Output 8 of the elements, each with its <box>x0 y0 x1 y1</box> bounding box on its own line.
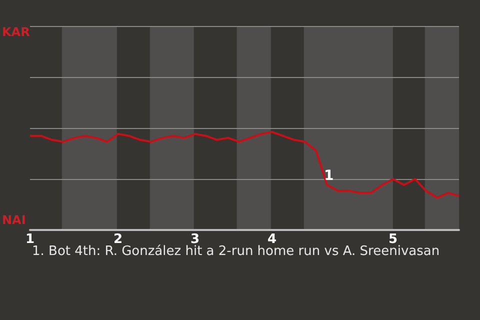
text: 1. Bot 4th: R. González hit a 2-run home run vs A. Sreenivasan <box>32 244 440 259</box>
x-tick-label: 5 <box>388 232 398 247</box>
text: NAI <box>2 213 26 227</box>
text: KAR <box>2 25 30 39</box>
x-tick-label: 4 <box>267 232 277 247</box>
x-tick-label: 2 <box>113 232 123 247</box>
annotation: 1 <box>324 168 334 184</box>
x-tick-label: 1 <box>25 232 35 247</box>
